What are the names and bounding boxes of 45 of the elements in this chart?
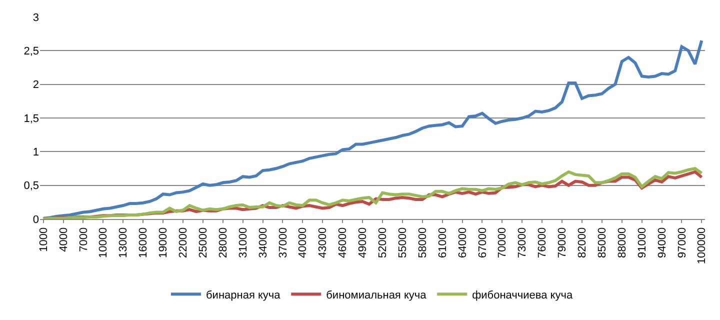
y-tick-label: 3 — [32, 12, 39, 24]
x-tick-label: 67000 — [476, 227, 489, 258]
x-tick-label: 28000 — [217, 227, 230, 258]
x-tick-label: 16000 — [138, 227, 150, 258]
x-tick-label: 88000 — [616, 227, 628, 258]
y-tick-label: 0 — [32, 214, 39, 226]
x-tick-label: 13000 — [118, 227, 130, 258]
x-tick-label: 46000 — [337, 227, 350, 258]
x-tick-label: 76000 — [536, 227, 549, 258]
x-tick-label: 58000 — [416, 227, 429, 258]
y-tick-label: 2,5 — [24, 46, 39, 58]
x-tick-label: 64000 — [456, 227, 469, 258]
y-tick-label: 2 — [32, 79, 39, 92]
x-tick-label: 43000 — [317, 227, 330, 258]
x-tick-label: 4000 — [58, 227, 70, 252]
x-tick-label: 79000 — [556, 227, 569, 258]
x-tick-label: 40000 — [297, 227, 310, 258]
x-tick-label: 52000 — [377, 227, 390, 258]
x-tick-label: 82000 — [576, 227, 589, 258]
x-tick-label: 70000 — [496, 227, 509, 258]
y-tick-label: 1,5 — [24, 112, 39, 125]
legend-label: фибоначчиева куча — [472, 289, 574, 302]
x-tick-label: 22000 — [178, 227, 190, 258]
x-tick-label: 97000 — [676, 227, 688, 258]
y-tick-label: 1 — [32, 146, 39, 159]
x-tick-label: 94000 — [656, 227, 668, 258]
x-tick-label: 100000 — [696, 227, 708, 264]
legend-label: биномиальная куча — [326, 289, 428, 302]
x-tick-label: 73000 — [516, 227, 529, 258]
x-tick-label: 34000 — [257, 227, 270, 258]
x-tick-label: 1000 — [38, 227, 50, 252]
x-tick-label: 91000 — [636, 227, 648, 258]
x-tick-label: 25000 — [198, 227, 210, 258]
line-series — [42, 39, 704, 219]
x-tick-label: 7000 — [78, 227, 90, 252]
x-tick-label: 31000 — [237, 227, 250, 258]
y-tick-label: 0,5 — [24, 180, 39, 192]
x-tick-label: 55000 — [397, 227, 410, 258]
legend-label: бинарная куча — [206, 289, 282, 302]
x-tick-label: 19000 — [158, 227, 170, 258]
x-tick-label: 49000 — [357, 227, 370, 258]
x-tick-label: 85000 — [596, 227, 609, 258]
x-tick-label: 61000 — [436, 227, 449, 258]
x-tick-label: 10000 — [98, 227, 110, 258]
x-tick-label: 37000 — [277, 227, 290, 258]
